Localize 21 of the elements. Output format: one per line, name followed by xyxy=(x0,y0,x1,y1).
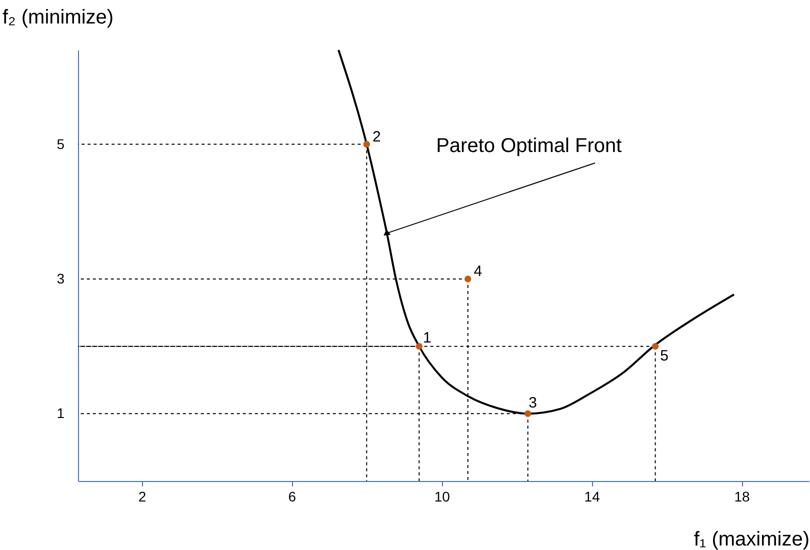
x-tick-label: 18 xyxy=(734,488,750,504)
annotation: 4 xyxy=(474,262,482,280)
annotation: Pareto Optimal Front xyxy=(436,135,622,158)
point xyxy=(464,276,472,282)
point xyxy=(652,342,659,350)
x-tick-label: 10 xyxy=(434,488,450,504)
y-tick-label: 5 xyxy=(56,136,65,152)
point xyxy=(363,140,370,148)
x-axis-title: f₁ (maximize) xyxy=(694,528,810,550)
annotation: 1 xyxy=(422,329,432,346)
annotation: 2 xyxy=(372,128,381,146)
x-tick-label: 6 xyxy=(288,488,296,504)
point xyxy=(416,342,422,350)
y-tick-label: 1 xyxy=(56,405,65,422)
annotation: 5 xyxy=(660,347,668,364)
x-tick-label: 2 xyxy=(138,488,146,504)
y-tick-label: 3 xyxy=(56,270,65,286)
point xyxy=(524,410,532,418)
annotation: 3 xyxy=(528,394,538,412)
x-tick-label: 14 xyxy=(584,488,600,504)
y-axis-title: f₂ (minimize) xyxy=(2,6,114,28)
